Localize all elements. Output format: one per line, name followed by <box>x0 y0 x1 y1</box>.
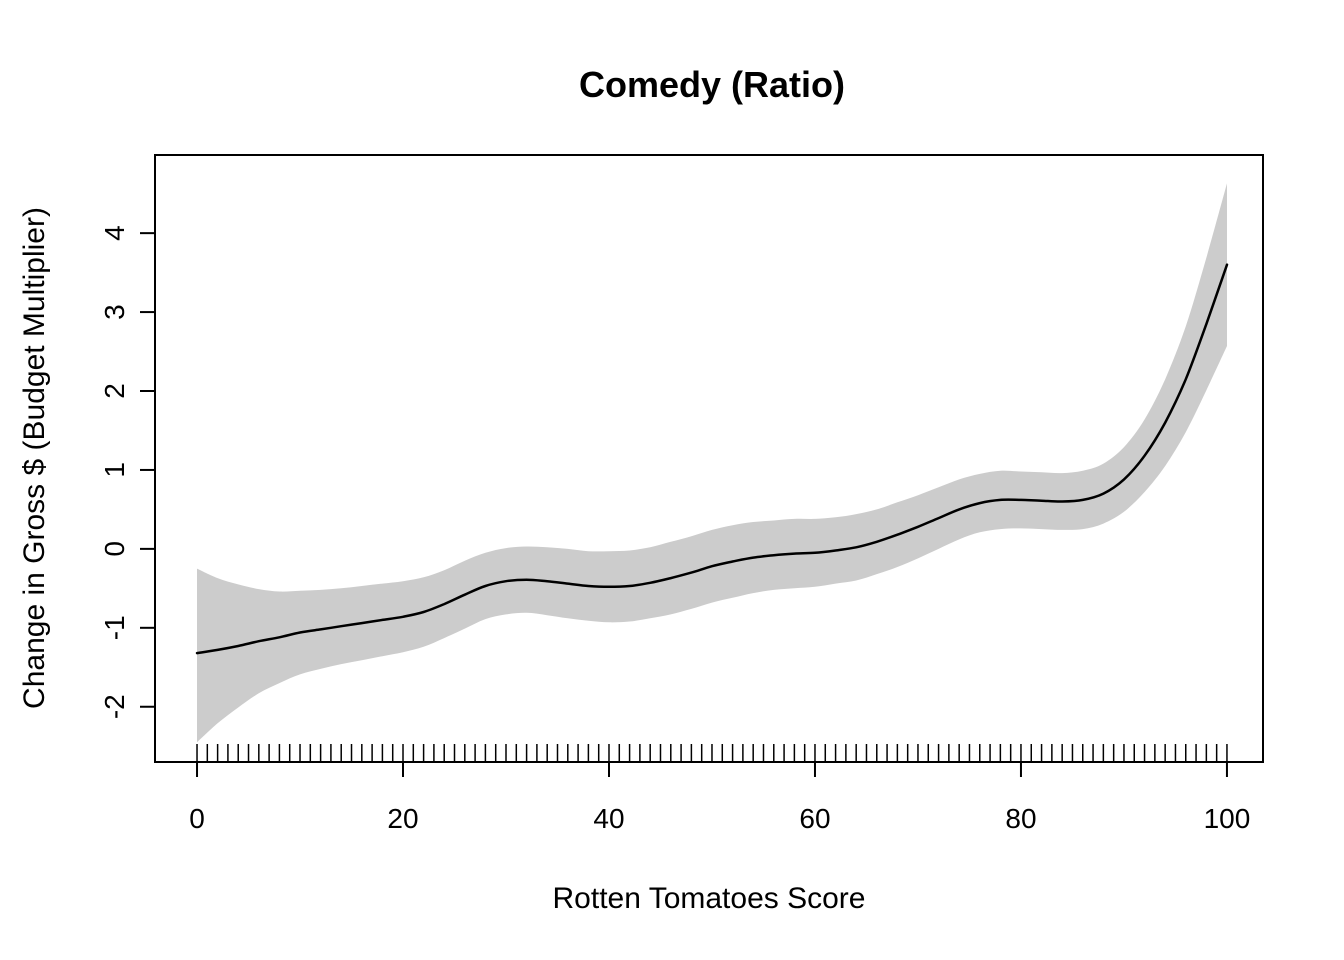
x-axis-tick-label: 20 <box>387 803 418 834</box>
x-axis-tick-label: 60 <box>799 803 830 834</box>
plot-border <box>154 154 1264 763</box>
x-axis-title: Rotten Tomatoes Score <box>553 882 866 915</box>
y-axis-tick-label: 3 <box>99 304 130 320</box>
y-axis-tick-label: 2 <box>99 383 130 399</box>
fit-line-path <box>195 263 1229 655</box>
x-axis-tick-label: 80 <box>1005 803 1036 834</box>
rug-ticks <box>196 744 1228 762</box>
x-axis-tick-label: 0 <box>189 803 205 834</box>
chart-title: Comedy (Ratio) <box>579 64 845 105</box>
confidence-band-area <box>197 183 1227 743</box>
y-axis-tick-label: -2 <box>99 694 130 719</box>
x-axis-tick-label: 40 <box>593 803 624 834</box>
fit-line <box>195 263 1229 655</box>
x-axis: 0 20 40 60 80 100 <box>189 762 1250 834</box>
y-axis-tick-label: -1 <box>99 615 130 640</box>
x-axis-tick-label: 100 <box>1204 803 1251 834</box>
y-axis-tick-label: 4 <box>99 225 130 241</box>
y-axis: -2 -1 0 1 2 3 4 <box>99 225 155 719</box>
y-axis-title: Change in Gross $ (Budget Multiplier) <box>18 207 51 709</box>
y-axis-tick-label: 0 <box>99 541 130 557</box>
y-axis-tick-label: 1 <box>99 462 130 478</box>
confidence-band <box>197 183 1227 743</box>
